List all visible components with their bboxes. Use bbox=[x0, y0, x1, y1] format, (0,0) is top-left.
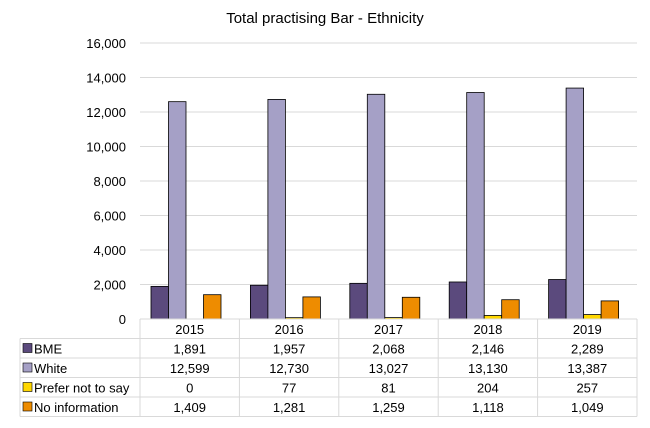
bar-no-information bbox=[600, 300, 619, 320]
x-tick-label: 2018 bbox=[473, 322, 502, 337]
data-label: 1,891 bbox=[173, 342, 206, 357]
data-label: 204 bbox=[477, 381, 499, 396]
bar-no-information bbox=[401, 296, 421, 320]
data-label: 2,289 bbox=[571, 342, 604, 357]
legend-label: Prefer not to say bbox=[34, 381, 130, 396]
bar-no-information bbox=[203, 294, 222, 320]
y-tick-label: 2,000 bbox=[93, 278, 126, 293]
data-label: 0 bbox=[186, 381, 193, 396]
data-label: 12,730 bbox=[269, 361, 309, 376]
legend-label: BME bbox=[34, 342, 63, 357]
data-label: 12,599 bbox=[170, 361, 210, 376]
data-label: 81 bbox=[381, 381, 395, 396]
data-label: 1,957 bbox=[273, 342, 306, 357]
legend-key bbox=[22, 382, 33, 392]
bar-bme bbox=[349, 282, 368, 320]
data-label: 2,068 bbox=[372, 342, 405, 357]
y-tick-label: 0 bbox=[119, 312, 126, 327]
y-tick-label: 16,000 bbox=[86, 36, 126, 51]
data-label: 13,130 bbox=[468, 361, 508, 376]
data-label: 77 bbox=[282, 381, 296, 396]
legend-key bbox=[22, 401, 33, 412]
data-label: 13,387 bbox=[567, 361, 607, 376]
legend-key bbox=[22, 362, 33, 373]
data-label: 1,409 bbox=[173, 400, 206, 415]
legend-label: No information bbox=[34, 400, 119, 415]
data-label: 13,027 bbox=[369, 361, 409, 376]
bar-white bbox=[366, 93, 386, 320]
legend-label: White bbox=[34, 361, 67, 376]
data-label: 257 bbox=[576, 381, 598, 396]
data-label: 2,146 bbox=[472, 342, 505, 357]
x-tick-label: 2019 bbox=[573, 322, 602, 337]
bar-no-information bbox=[302, 296, 321, 320]
x-tick-label: 2017 bbox=[374, 322, 403, 337]
data-label: 1,049 bbox=[571, 400, 604, 415]
data-label: 1,118 bbox=[472, 400, 504, 415]
bar-white bbox=[565, 87, 584, 320]
legend-key bbox=[22, 343, 33, 353]
data-label: 1,281 bbox=[273, 400, 306, 415]
bar-bme bbox=[150, 285, 169, 320]
bar-white bbox=[267, 99, 286, 320]
y-tick-label: 14,000 bbox=[86, 71, 126, 86]
bar-bme bbox=[249, 284, 269, 320]
y-tick-label: 8,000 bbox=[93, 174, 126, 189]
chart-title: Total practising Bar - Ethnicity bbox=[226, 10, 424, 27]
bar-bme bbox=[548, 279, 567, 320]
bar-prefer-not-to-say bbox=[583, 314, 602, 320]
bar-bme bbox=[448, 281, 468, 320]
x-tick-label: 2015 bbox=[175, 322, 204, 337]
bar-white bbox=[168, 101, 187, 320]
bar-no-information bbox=[501, 299, 520, 320]
y-tick-label: 4,000 bbox=[93, 243, 126, 258]
bar-white bbox=[466, 92, 485, 320]
y-tick-label: 6,000 bbox=[93, 209, 126, 224]
y-tick-label: 12,000 bbox=[86, 105, 126, 120]
data-label: 1,259 bbox=[372, 400, 405, 415]
bar-prefer-not-to-say bbox=[483, 315, 503, 320]
y-tick-label: 10,000 bbox=[86, 140, 126, 155]
x-tick-label: 2016 bbox=[275, 322, 304, 337]
